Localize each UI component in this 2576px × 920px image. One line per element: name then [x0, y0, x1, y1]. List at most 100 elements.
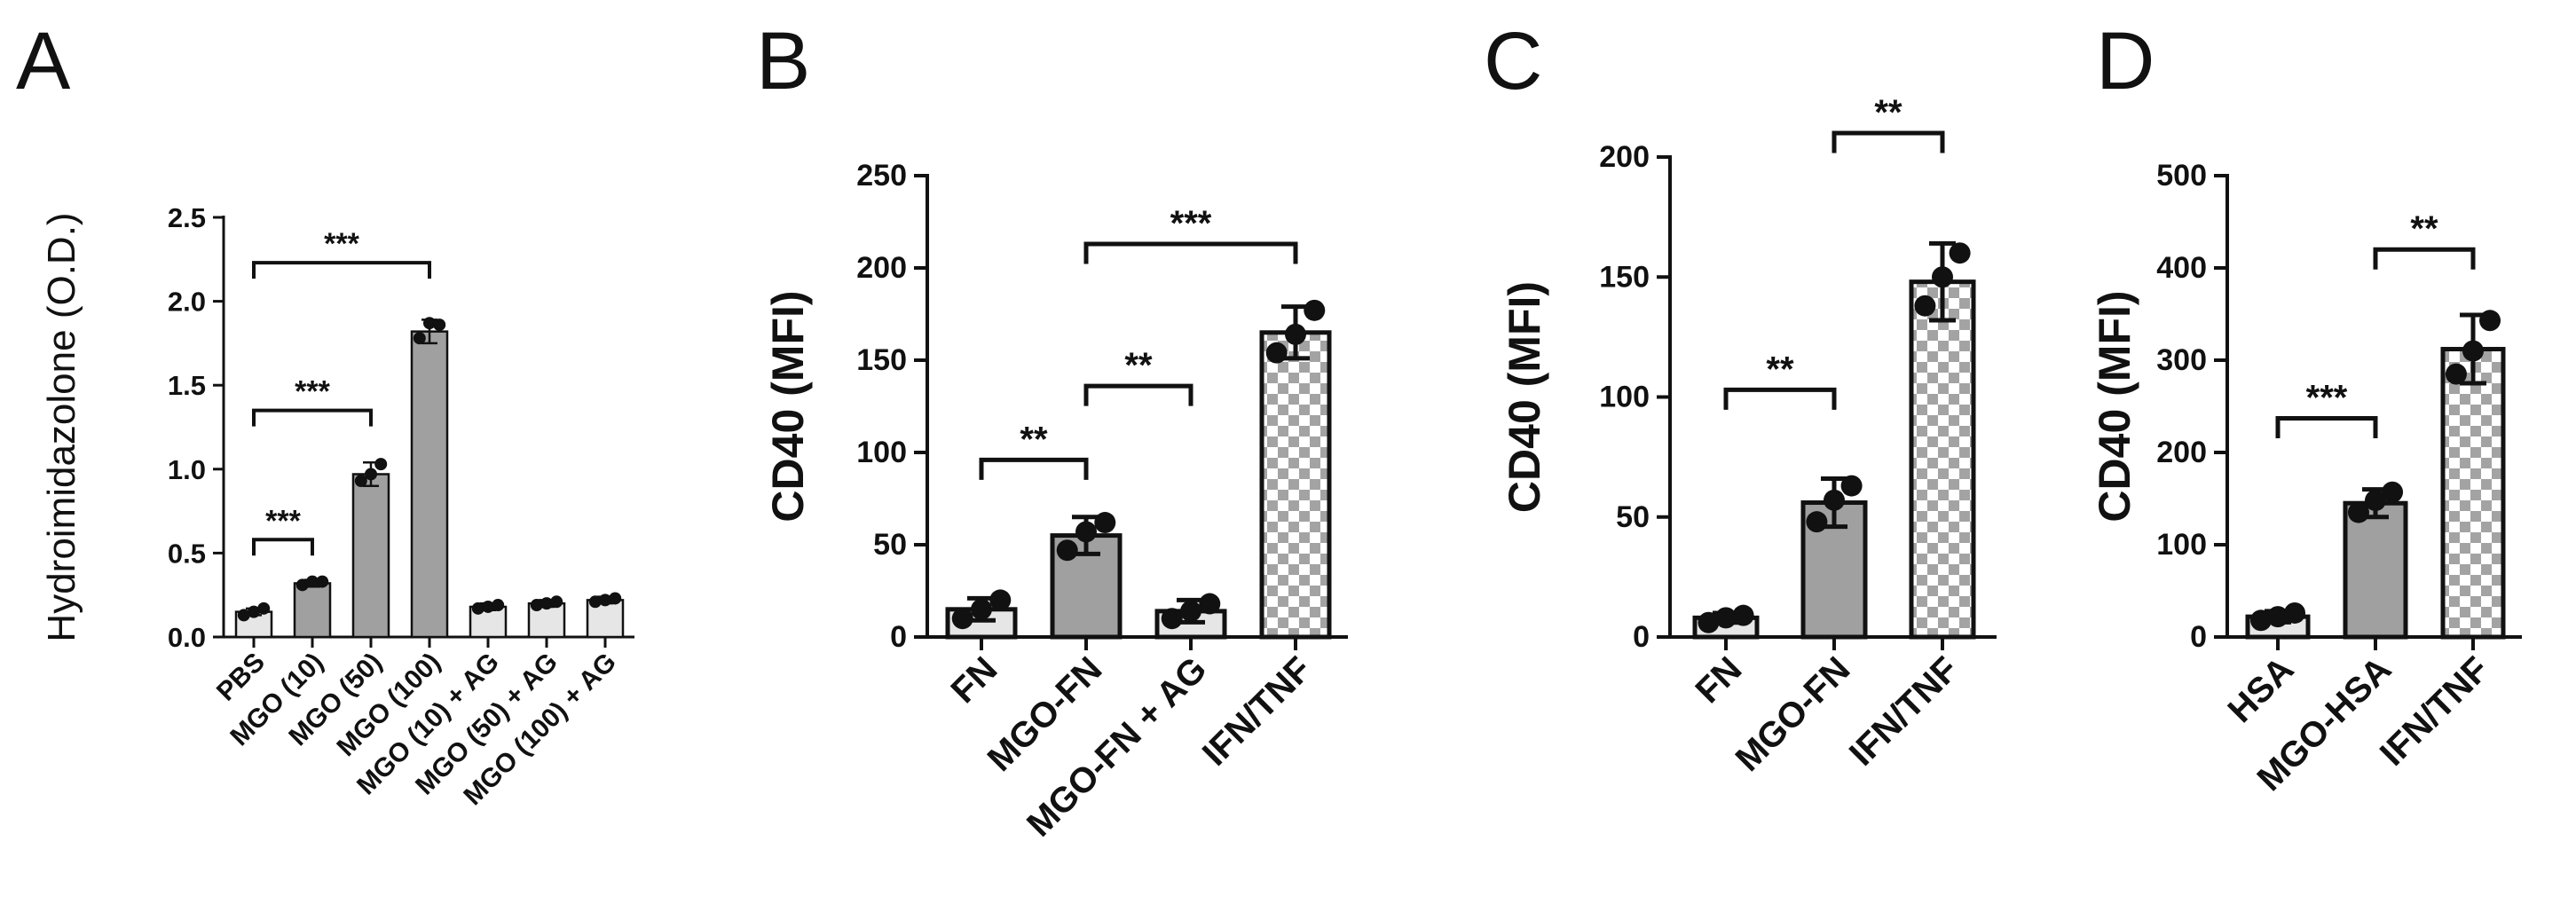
- panel-b-letter: B: [756, 16, 810, 106]
- panel-d-significance-label: ***: [2306, 379, 2348, 418]
- panel-d-y-axis-label: CD40 (MFI): [2090, 290, 2139, 522]
- panel-d-data-point: [2284, 602, 2306, 624]
- panel-b-data-point: [1094, 512, 1116, 534]
- panel-a-significance-bracket: [252, 408, 373, 427]
- panel-c-data-point: [1732, 604, 1754, 626]
- panel-a-data-point: [354, 475, 367, 488]
- panel-a-data-point: [237, 609, 250, 622]
- panel-a-data-point: [316, 575, 329, 588]
- panel-a-significance-label: ***: [324, 227, 359, 261]
- panel-a-bar: [293, 582, 332, 639]
- panel-a-data-point: [540, 597, 553, 610]
- panel-b-data-point: [971, 598, 992, 620]
- panel-c-y-tick-label: 200: [1599, 140, 1650, 174]
- panel-d-y-tick-label: 300: [2156, 343, 2207, 377]
- panel-a-y-tick-label: 0.0: [168, 622, 206, 653]
- panel-a-data-point: [248, 605, 260, 618]
- panel-b-significance-label: **: [1020, 420, 1048, 459]
- panel-b-data-point: [1199, 593, 1221, 615]
- panel-b-x-tick-label: FN: [944, 649, 1005, 711]
- panel-c-y-tick-label: 150: [1599, 260, 1650, 294]
- panel-b-x-tick-label: MGO-FN + AG: [1020, 649, 1214, 844]
- panel-c-x-tick-label: FN: [1689, 649, 1750, 711]
- panel-a-significance-label: ***: [295, 375, 330, 409]
- panel-c-y-axis-label: CD40 (MFI): [1500, 281, 1549, 513]
- panel-d-y-tick-label: 0: [2190, 620, 2207, 654]
- panel-c-x-tick-label: IFN/TNF: [1842, 649, 1966, 774]
- panel-c-data-point: [1824, 489, 1845, 511]
- panel-c-x-tick-label: MGO-FN: [1729, 649, 1858, 779]
- panel-b-y-tick-label: 0: [890, 620, 907, 654]
- panel-b-y-tick-label: 100: [856, 436, 907, 469]
- panel-c-significance-bracket: [1723, 387, 1837, 410]
- panel-b-data-point: [989, 589, 1012, 611]
- panel-b-data-point: [1304, 299, 1326, 321]
- panel-c-data-point: [1914, 295, 1936, 317]
- panel-a-data-point: [365, 468, 377, 481]
- panel-a-significance-bracket: [252, 261, 431, 279]
- panel-c-data-point: [1698, 611, 1720, 633]
- panel-d-y-tick-label: 200: [2156, 436, 2207, 469]
- panel-d-y-tick-label: 500: [2156, 159, 2207, 193]
- panel-a-data-point: [482, 600, 494, 613]
- panel-c-bar: [1909, 279, 1976, 640]
- panel-c-data-point: [1949, 242, 1971, 264]
- panel-b-data-point: [1056, 539, 1078, 562]
- panel-d-data-point: [2267, 606, 2288, 628]
- panel-a-data-point: [413, 332, 426, 345]
- panel-a-data-point: [295, 578, 309, 592]
- panel-d-data-point: [2462, 340, 2484, 362]
- panel-a-data-point: [374, 458, 388, 471]
- panel-d-bar: [2440, 347, 2506, 640]
- panel-a-y-axis-label: Hydroimidazolone (O.D.): [40, 212, 83, 641]
- panel-d-y-tick-label: 100: [2156, 528, 2207, 562]
- panel-a-data-point: [530, 599, 543, 612]
- panel-b-y-tick-label: 50: [873, 528, 907, 562]
- panel-c-y-tick-label: 0: [1633, 620, 1650, 654]
- panel-a-y-tick-label: 0.5: [168, 538, 206, 569]
- panel-b-significance-label: **: [1124, 346, 1153, 385]
- panel-a-y-tick-label: 1.0: [168, 454, 206, 485]
- panel-b-data-point: [1285, 323, 1306, 345]
- panel-d-y-tick-label: 400: [2156, 251, 2207, 285]
- panel-c-data-point: [1806, 511, 1828, 533]
- panel-d-data-point: [2382, 481, 2404, 503]
- panel-a-data-point: [550, 595, 563, 609]
- panel-b-significance-bracket: [979, 457, 1089, 480]
- panel-b-bar: [1259, 330, 1332, 640]
- panel-d-letter: D: [2096, 16, 2155, 106]
- panel-a-data-point: [306, 575, 319, 588]
- panel-a-data-point: [492, 599, 505, 612]
- panel-d-x-tick-label: IFN/TNF: [2373, 649, 2497, 774]
- panel-c-y-tick-label: 50: [1616, 500, 1650, 534]
- panel-c-y-tick-label: 100: [1599, 381, 1650, 414]
- panel-d-significance-bracket: [2373, 247, 2476, 270]
- panel-b-data-point: [951, 608, 973, 630]
- panel-b-y-tick-label: 150: [856, 343, 907, 377]
- panel-d-significance-bracket: [2275, 416, 2378, 439]
- panel-d-data-point: [2479, 310, 2501, 332]
- panel-c-data-point: [1932, 266, 1953, 288]
- panel-d-data-point: [2249, 609, 2272, 632]
- panel-a-data-point: [471, 602, 484, 615]
- panel-d-bar: [2343, 500, 2408, 640]
- panel-b-significance-label: ***: [1170, 204, 1212, 243]
- panel-a-data-point: [433, 318, 446, 332]
- panel-d-x-tick-label: HSA: [2221, 649, 2302, 730]
- panel-b-significance-bracket: [1083, 383, 1193, 406]
- panel-a-y-tick-label: 2.0: [168, 287, 206, 318]
- panel-c-significance-bracket: [1832, 130, 1945, 153]
- panel-c-significance-label: **: [1874, 93, 1902, 132]
- panel-a-bar: [410, 330, 449, 639]
- panel-b-data-point: [1161, 608, 1183, 630]
- panel-b-y-axis-label: CD40 (MFI): [763, 290, 813, 522]
- panel-a-significance-label: ***: [265, 504, 301, 538]
- panel-c-letter: C: [1484, 16, 1542, 106]
- panel-b-data-point: [1180, 600, 1201, 622]
- panel-a-bar: [351, 473, 390, 639]
- panel-c-data-point: [1840, 475, 1863, 497]
- panel-a-y-tick-label: 1.5: [168, 370, 206, 401]
- panel-b: B CD40 (MFI)050100150200250FNMGO-FNMGO-F…: [756, 16, 1348, 845]
